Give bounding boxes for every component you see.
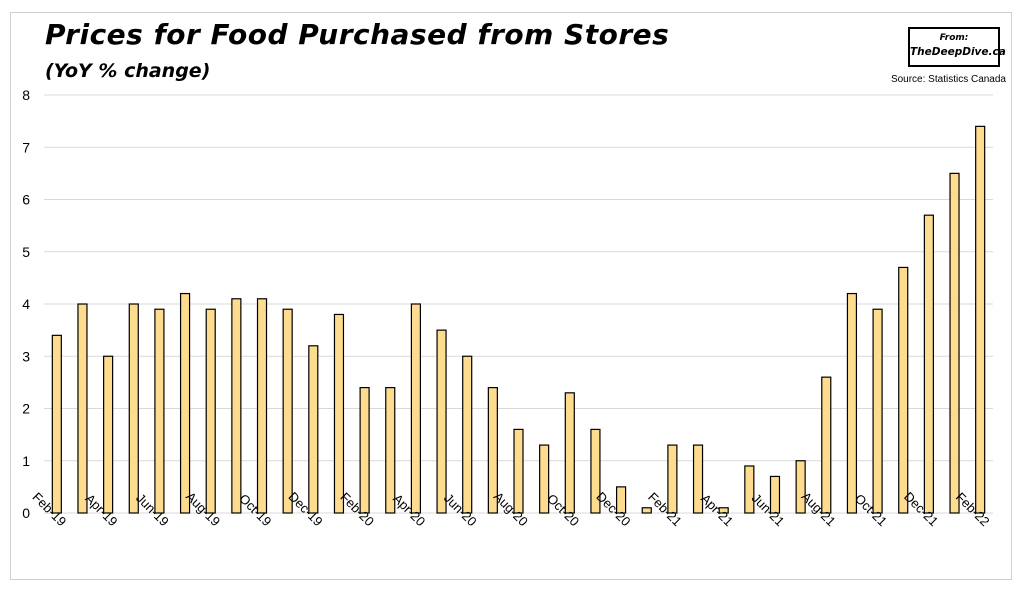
bar — [795, 460, 806, 514]
y-tick-label: 5 — [22, 244, 30, 260]
x-tick-label: Apr-21 — [698, 491, 736, 529]
y-tick-label: 7 — [22, 139, 30, 155]
x-tick-label: Jun-21 — [749, 490, 788, 529]
chart-subtitle: (YoY % change) — [45, 60, 211, 82]
bars — [51, 125, 986, 514]
source-note: Source: Statistics Canada — [890, 74, 1006, 85]
bar — [898, 266, 909, 514]
y-tick-label: 0 — [22, 505, 30, 521]
x-tick-label: Apr-20 — [390, 491, 428, 529]
bar — [359, 387, 370, 514]
brand-logo: From: TheDeepDive.ca — [908, 27, 1006, 67]
bar — [564, 392, 575, 514]
bar — [744, 465, 755, 514]
bar — [667, 444, 678, 514]
bar — [769, 475, 781, 514]
y-tick-label: 6 — [22, 192, 30, 208]
bar — [615, 486, 627, 514]
bar — [282, 308, 293, 514]
bar — [487, 387, 498, 514]
chart-frame — [10, 12, 1012, 580]
logo-line-2: TheDeepDive.ca — [910, 46, 1006, 58]
y-tick-label: 3 — [22, 348, 30, 364]
x-tick-label: Oct-20 — [544, 491, 582, 529]
bar — [385, 387, 396, 514]
bar — [872, 308, 883, 514]
bar — [975, 125, 986, 514]
y-tick-label: 8 — [22, 87, 30, 103]
bar — [51, 334, 62, 514]
logo-line-1: From: — [939, 33, 969, 43]
bar — [949, 172, 960, 514]
bar — [692, 444, 704, 514]
x-tick-label: Jun-19 — [133, 490, 172, 529]
x-tick-label: Oct-21 — [852, 491, 890, 529]
bar — [333, 313, 345, 514]
bar — [590, 428, 601, 514]
bar — [128, 303, 139, 514]
bar — [179, 292, 191, 514]
x-tick-label: Jun-20 — [441, 490, 480, 529]
bar — [462, 355, 473, 514]
bar — [205, 308, 216, 514]
bar — [846, 292, 858, 514]
bar — [821, 376, 832, 514]
bar — [154, 308, 165, 514]
bar — [77, 303, 88, 514]
x-tick-label: Feb-19 — [30, 489, 70, 529]
bar — [539, 444, 550, 514]
y-tick-label: 2 — [22, 401, 30, 417]
y-tick-label: 4 — [22, 296, 30, 312]
bar — [103, 355, 114, 514]
chart-title: Prices for Food Purchased from Stores — [45, 18, 670, 51]
bar — [410, 303, 422, 514]
bar — [308, 345, 319, 514]
bar — [231, 298, 242, 514]
x-tick-label: Oct-19 — [236, 491, 274, 529]
x-tick-label: Apr-19 — [82, 491, 120, 529]
bar — [513, 428, 524, 514]
bar — [718, 507, 729, 514]
bar — [436, 329, 447, 514]
y-tick-label: 1 — [22, 453, 30, 469]
bar — [923, 214, 934, 514]
y-axis-ticks: 0 1 2 3 4 5 6 7 8 — [22, 87, 30, 521]
bar — [641, 507, 652, 514]
bar — [256, 298, 268, 514]
